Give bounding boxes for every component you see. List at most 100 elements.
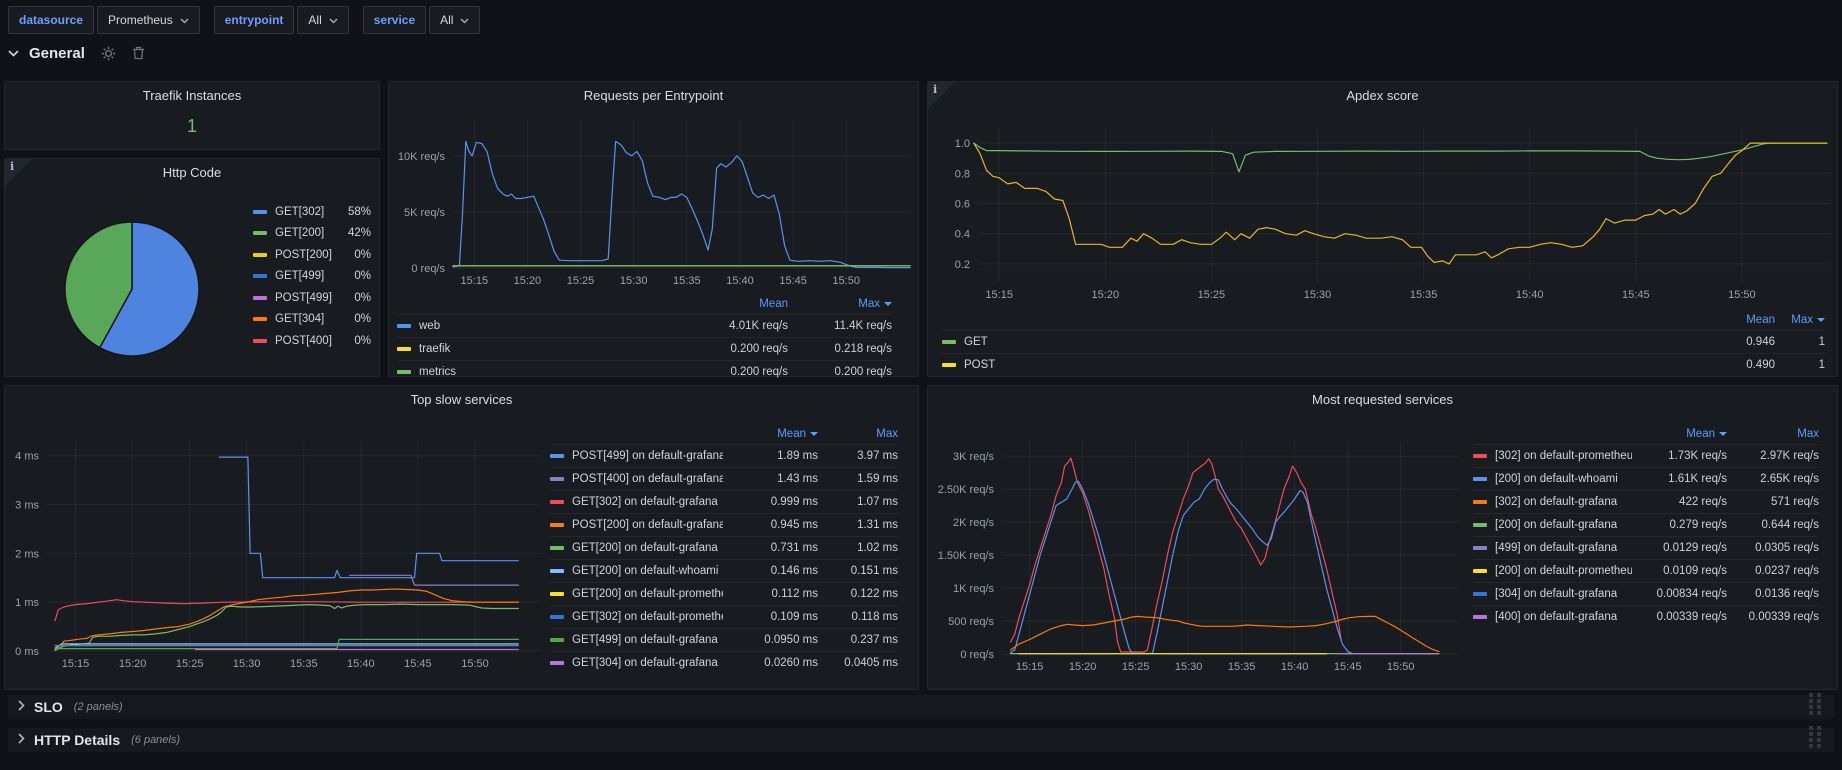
series-color-dash — [253, 252, 267, 257]
panel-title[interactable]: Top slow services — [410, 392, 513, 407]
variable-entrypoint-picker[interactable]: All — [297, 6, 349, 34]
legend-series-label[interactable]: GET — [942, 336, 1695, 348]
legend-series-label[interactable]: traefik — [397, 343, 678, 355]
variable-datasource-picker[interactable]: Prometheus — [97, 6, 200, 34]
legend-series-label[interactable]: POST[499] — [275, 291, 332, 304]
legend-series-label[interactable]: [200] on default-grafana — [1473, 519, 1632, 531]
legend-sort-max[interactable]: Max — [1797, 428, 1819, 440]
legend-max-value: 0.0305 req/s — [1755, 542, 1819, 554]
legend-series-value: 0% — [354, 291, 371, 304]
legend-series-label[interactable]: [304] on default-grafana — [1473, 588, 1632, 600]
legend-row: POST[400] on default-grafana 1.43 ms 1.59 … — [550, 467, 898, 490]
legend-series-label[interactable]: GET[200] on default-whoami — [550, 565, 723, 577]
legend-sort-max[interactable]: Max — [1775, 314, 1825, 326]
legend-series-label[interactable]: GET[302] on default-grafana — [550, 496, 723, 508]
legend-series-label[interactable]: POST — [942, 359, 1695, 371]
series-color-dash — [1473, 592, 1487, 596]
svg-text:2K req/s: 2K req/s — [953, 517, 994, 529]
legend-series-label[interactable]: [302] on default-grafana — [1473, 496, 1632, 508]
top-slow-services-legend: Mean Max POST[499] on default-grafana 1.89 … — [550, 424, 898, 674]
legend-series-label[interactable]: GET[302] — [275, 205, 325, 218]
row-settings-gear-icon[interactable] — [101, 46, 116, 61]
legend-series-label[interactable]: [400] on default-grafana — [1473, 611, 1632, 623]
legend-series-label[interactable]: POST[200] — [275, 248, 332, 261]
apdex-score-chart[interactable]: 0.2 0.4 0.6 0.8 1.0 15:15 15:20 15:25 15:30 15:35… — [928, 112, 1839, 308]
legend-series-label[interactable]: GET[499] on default-grafana — [550, 634, 723, 646]
legend-sort-max[interactable]: Max — [876, 428, 898, 440]
legend-sort-max[interactable]: Max — [788, 298, 892, 310]
svg-text:15:20: 15:20 — [119, 658, 147, 670]
panel-top-slow-services: Top slow services 0 ms 1 ms 2 ms 3 ms 4 ms 15… — [4, 385, 919, 690]
panel-info-icon[interactable] — [928, 82, 955, 109]
legend-row: [400] on default-grafana 0.00339 req/s 0.0… — [1473, 605, 1819, 628]
svg-text:15:50: 15:50 — [1728, 289, 1756, 301]
svg-text:1K req/s: 1K req/s — [953, 583, 994, 595]
legend-series-label[interactable]: POST[400] on default-grafana — [550, 473, 723, 485]
legend-row: POST[200] 0% — [253, 244, 371, 266]
series-color-dash — [550, 546, 564, 550]
panel-info-icon[interactable] — [5, 159, 32, 186]
variable-datasource-label[interactable]: datasource — [8, 6, 95, 34]
svg-text:15:35: 15:35 — [1228, 661, 1256, 673]
legend-sort-mean[interactable]: Mean — [723, 428, 818, 440]
legend-series-value: 58% — [347, 205, 371, 218]
legend-series-label[interactable]: metrics — [397, 366, 678, 378]
legend-max-value: 0.00339 req/s — [1748, 611, 1819, 623]
series-color-dash — [1473, 454, 1487, 458]
legend-max-value: 0.0237 req/s — [1755, 565, 1819, 577]
legend-series-label[interactable]: [302] on default-prometheus — [1473, 450, 1632, 462]
svg-text:15:45: 15:45 — [404, 658, 432, 670]
row-drag-handle-icon[interactable] — [1809, 726, 1824, 754]
legend-sort-mean[interactable]: Mean — [759, 298, 788, 310]
legend-series-label[interactable]: [200] on default-whoami — [1473, 473, 1632, 485]
legend-series-label[interactable]: POST[200] on default-grafana — [550, 519, 723, 531]
top-slow-services-chart[interactable]: 0 ms 1 ms 2 ms 3 ms 4 ms 15:15 15:20 15:25 15:30… — [5, 416, 548, 678]
legend-series-label[interactable]: GET[499] — [275, 270, 325, 283]
row-panel-count: (2 panels) — [73, 701, 123, 713]
svg-text:15:30: 15:30 — [1304, 289, 1332, 301]
legend-max-value: 0.237 ms — [850, 634, 898, 646]
legend-mean-value: 422 req/s — [1679, 496, 1727, 508]
variable-datasource-value: Prometheus — [108, 13, 173, 27]
panel-title[interactable]: Requests per Entrypoint — [583, 88, 724, 103]
row-header-general[interactable]: General — [8, 41, 145, 65]
panel-title[interactable]: Http Code — [162, 165, 222, 180]
most-requested-services-chart[interactable]: 0 req/s 500 req/s 1K req/s 1.50K req/s 2K re… — [928, 416, 1468, 678]
legend-mean-value: 4.01K req/s — [729, 320, 788, 332]
chevron-down-icon — [8, 44, 19, 62]
legend-header: Mean Max — [397, 294, 892, 314]
legend-series-label[interactable]: GET[304] on default-grafana — [550, 657, 723, 669]
requests-per-entrypoint-chart[interactable]: 0 req/s 5K req/s 10K req/s 15:15 15:20 15:25 1… — [389, 108, 920, 294]
legend-series-label[interactable]: web — [397, 320, 678, 332]
legend-sort-mean[interactable]: Mean — [1632, 428, 1727, 440]
variable-service-label[interactable]: service — [362, 6, 427, 34]
chevron-right-icon — [18, 731, 25, 749]
row-header-http-details[interactable]: HTTP Details (6 panels) — [8, 726, 1834, 754]
legend-series-label[interactable]: GET[200] on default-prometheus — [550, 588, 723, 600]
legend-series-label[interactable]: GET[304] — [275, 313, 325, 326]
legend-series-label[interactable]: [200] on default-prometheus — [1473, 565, 1632, 577]
http-code-pie-chart[interactable] — [62, 219, 202, 359]
legend-series-label[interactable]: GET[302] on default-prometheus — [550, 611, 723, 623]
svg-text:15:45: 15:45 — [1622, 289, 1650, 301]
legend-series-label[interactable]: GET[200] on default-grafana — [550, 542, 723, 554]
svg-text:15:20: 15:20 — [1069, 661, 1097, 673]
legend-series-label[interactable]: [499] on default-grafana — [1473, 542, 1632, 554]
panel-title[interactable]: Most requested services — [1312, 392, 1453, 407]
svg-text:15:15: 15:15 — [1016, 661, 1044, 673]
row-header-slo[interactable]: SLO (2 panels) — [8, 693, 1834, 721]
legend-mean-value: 0.999 ms — [770, 496, 818, 508]
variable-entrypoint-label[interactable]: entrypoint — [213, 6, 295, 34]
legend-row: GET[304] on default-grafana 0.0260 ms 0.04… — [550, 651, 898, 674]
legend-series-label[interactable]: POST[400] — [275, 334, 332, 347]
legend-series-label[interactable]: POST[499] on default-grafana — [550, 450, 723, 462]
legend-series-label[interactable]: GET[200] — [275, 227, 325, 240]
row-delete-trash-icon[interactable] — [132, 46, 145, 60]
legend-max-value: 1 — [1818, 359, 1825, 371]
variable-service-picker[interactable]: All — [429, 6, 481, 34]
row-drag-handle-icon[interactable] — [1809, 693, 1824, 721]
panel-title[interactable]: Apdex score — [1346, 88, 1419, 103]
variable-service-value: All — [440, 13, 454, 27]
legend-sort-mean[interactable]: Mean — [1746, 314, 1775, 326]
panel-title[interactable]: Traefik Instances — [142, 88, 242, 103]
